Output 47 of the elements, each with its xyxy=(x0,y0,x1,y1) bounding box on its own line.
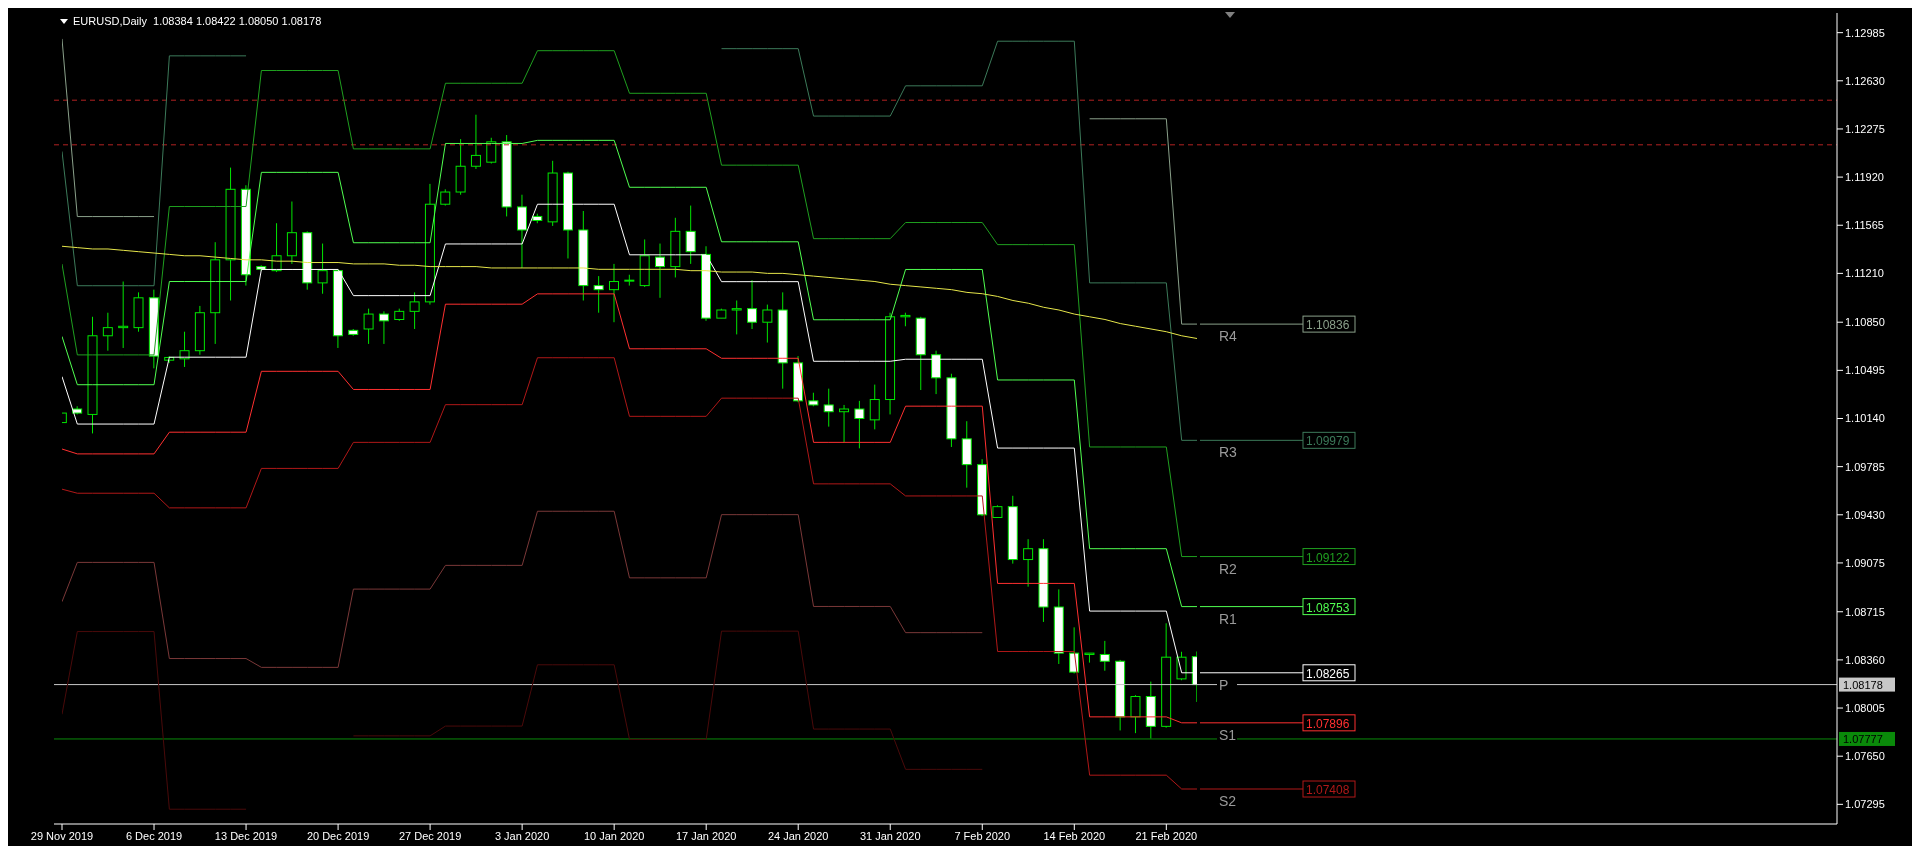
data-label: 1.09122 xyxy=(1306,550,1350,565)
y-tick-label: 1.12630 xyxy=(1845,74,1885,87)
y-tick-label: 1.07295 xyxy=(1845,798,1885,811)
data-label: 1.07408 xyxy=(1306,783,1350,798)
x-tick-label: 31 Jan 2020 xyxy=(859,829,921,842)
x-tick-label: 6 Dec 2019 xyxy=(125,829,183,842)
y-tick-label: 1.09785 xyxy=(1845,460,1885,473)
x-tick-label: 20 Dec 2019 xyxy=(306,829,370,842)
y-tick-label: 1.10495 xyxy=(1845,364,1885,377)
y-tick-label: 1.10140 xyxy=(1845,412,1885,425)
y-tick-label: 1.11565 xyxy=(1845,219,1884,232)
y-tick-label: 1.07650 xyxy=(1845,750,1885,763)
series-label: R3 xyxy=(1219,444,1238,461)
y-tick-label: 1.08715 xyxy=(1845,605,1885,618)
x-tick-label: 27 Dec 2019 xyxy=(398,829,462,842)
y-tick-label: 1.12275 xyxy=(1845,122,1885,135)
y-tick-label: 1.10850 xyxy=(1845,316,1885,329)
x-tick-label: 14 Feb 2020 xyxy=(1043,829,1106,842)
data-label: 1.09979 xyxy=(1306,434,1350,449)
series-label: R4 xyxy=(1219,328,1238,345)
series-label: S1 xyxy=(1219,726,1237,743)
ref-line-label: 1.07777 xyxy=(1843,732,1883,745)
x-tick-label: 3 Jan 2020 xyxy=(494,829,550,842)
y-tick-label: 1.11210 xyxy=(1845,267,1884,280)
y-tick-label: 1.08360 xyxy=(1845,653,1885,666)
chart-title: EURUSD,Daily 1.08384 1.08422 1.08050 1.08178 xyxy=(73,15,322,27)
data-label: 1.07896 xyxy=(1306,716,1350,731)
ref-line-label: 1.08178 xyxy=(1843,678,1883,691)
series-label: S2 xyxy=(1219,793,1237,810)
y-tick-label: 1.08005 xyxy=(1845,701,1885,714)
y-tick-label: 1.11920 xyxy=(1845,171,1884,183)
x-tick-label: 10 Jan 2020 xyxy=(583,829,645,842)
x-tick-label: 21 Feb 2020 xyxy=(1135,829,1198,842)
y-tick-label: 1.12985 xyxy=(1845,26,1885,39)
y-tick-label: 1.09430 xyxy=(1845,508,1885,521)
data-label: 1.08753 xyxy=(1306,600,1350,615)
x-tick-label: 29 Nov 2019 xyxy=(30,829,94,842)
series-label: R1 xyxy=(1219,610,1238,627)
y-tick-label: 1.09075 xyxy=(1845,556,1885,569)
x-tick-label: 13 Dec 2019 xyxy=(214,829,278,842)
series-label: P xyxy=(1219,676,1229,693)
series-label: R2 xyxy=(1219,560,1238,577)
data-label: 1.08265 xyxy=(1306,666,1350,681)
x-tick-label: 17 Jan 2020 xyxy=(675,829,737,842)
data-label: 1.10836 xyxy=(1306,318,1350,333)
x-tick-label: 7 Feb 2020 xyxy=(954,829,1011,842)
x-tick-label: 24 Jan 2020 xyxy=(767,829,829,842)
